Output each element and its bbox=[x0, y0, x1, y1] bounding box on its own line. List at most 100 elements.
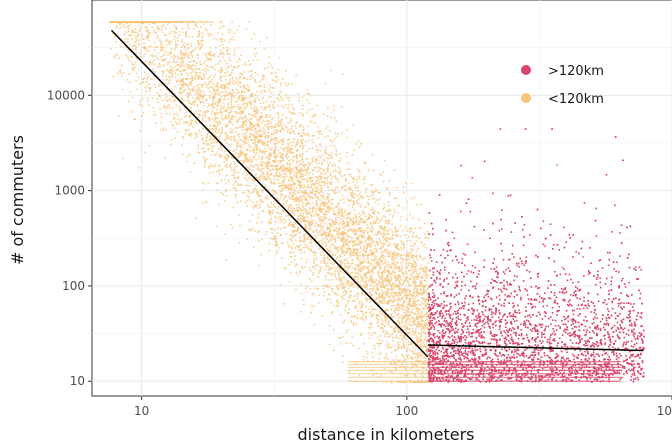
point-under-120km bbox=[161, 46, 164, 49]
point-under-120km bbox=[317, 176, 319, 179]
point-under-120km bbox=[342, 233, 344, 236]
point-under-120km bbox=[426, 303, 429, 305]
point-under-120km bbox=[269, 114, 272, 117]
point-under-120km bbox=[211, 92, 213, 94]
point-under-120km bbox=[413, 331, 416, 334]
point-under-120km bbox=[219, 132, 222, 135]
point-under-120km bbox=[271, 194, 274, 196]
point-under-120km bbox=[249, 121, 251, 123]
point-under-120km bbox=[311, 161, 313, 164]
point-under-120km bbox=[407, 357, 409, 359]
point-under-120km bbox=[181, 136, 184, 138]
point-under-120km bbox=[202, 73, 205, 75]
point-under-120km bbox=[306, 89, 309, 91]
point-under-120km bbox=[231, 21, 233, 23]
point-under-120km bbox=[335, 284, 338, 286]
point-under-120km bbox=[360, 277, 363, 280]
point-under-120km bbox=[392, 297, 395, 300]
point-under-120km bbox=[390, 279, 392, 282]
point-under-120km bbox=[324, 205, 327, 207]
point-under-120km bbox=[219, 44, 221, 47]
point-under-120km bbox=[148, 145, 151, 147]
point-under-120km bbox=[312, 202, 315, 204]
point-under-120km bbox=[371, 191, 374, 193]
point-under-120km bbox=[366, 276, 368, 279]
point-under-120km bbox=[243, 169, 246, 171]
point-under-120km bbox=[353, 275, 356, 278]
point-under-120km bbox=[246, 179, 249, 182]
point-under-120km bbox=[210, 66, 213, 68]
point-under-120km bbox=[338, 207, 341, 210]
point-under-120km bbox=[195, 62, 198, 65]
point-under-120km bbox=[383, 228, 386, 230]
point-under-120km bbox=[421, 267, 423, 269]
point-under-120km bbox=[292, 141, 295, 144]
point-under-120km bbox=[223, 161, 226, 163]
point-under-120km bbox=[187, 54, 189, 56]
point-under-120km bbox=[262, 210, 265, 213]
point-under-120km bbox=[259, 177, 262, 180]
point-under-120km bbox=[307, 180, 309, 183]
point-under-120km bbox=[427, 314, 430, 316]
point-under-120km bbox=[361, 303, 363, 306]
point-under-120km bbox=[383, 204, 385, 206]
point-under-120km bbox=[323, 291, 326, 293]
point-under-120km bbox=[380, 232, 382, 235]
point-under-120km bbox=[221, 132, 223, 134]
point-under-120km bbox=[378, 198, 381, 200]
point-under-120km bbox=[321, 239, 323, 241]
point-under-120km bbox=[370, 258, 372, 261]
point-under-120km bbox=[312, 230, 315, 233]
point-under-120km bbox=[264, 151, 266, 153]
point-under-120km bbox=[289, 252, 292, 254]
point-under-120km bbox=[391, 381, 393, 383]
point-under-120km bbox=[423, 266, 426, 268]
point-under-120km bbox=[387, 266, 389, 268]
point-under-120km bbox=[142, 112, 145, 114]
point-under-120km bbox=[326, 152, 328, 155]
point-under-120km bbox=[253, 152, 256, 154]
point-under-120km bbox=[343, 189, 346, 192]
point-under-120km bbox=[343, 272, 345, 275]
point-under-120km bbox=[196, 26, 199, 29]
point-under-120km bbox=[268, 104, 270, 107]
point-under-120km bbox=[400, 279, 403, 281]
point-under-120km bbox=[160, 46, 162, 48]
point-under-120km bbox=[218, 165, 220, 167]
point-under-120km bbox=[364, 298, 367, 300]
point-under-120km bbox=[217, 128, 220, 131]
point-under-120km bbox=[329, 174, 332, 177]
point-under-120km bbox=[259, 80, 261, 83]
point-under-120km bbox=[411, 263, 414, 266]
point-under-120km bbox=[274, 165, 276, 168]
point-under-120km bbox=[427, 287, 430, 289]
point-under-120km bbox=[318, 169, 320, 172]
point-under-120km bbox=[365, 286, 368, 289]
point-under-120km bbox=[240, 146, 243, 149]
point-under-120km bbox=[225, 85, 228, 88]
point-under-120km bbox=[147, 34, 149, 37]
point-under-120km bbox=[305, 211, 308, 214]
point-under-120km bbox=[275, 97, 278, 99]
point-under-120km bbox=[195, 97, 198, 100]
point-under-120km bbox=[119, 26, 121, 29]
point-under-120km bbox=[261, 116, 263, 118]
point-under-120km bbox=[148, 83, 151, 86]
point-under-120km bbox=[277, 117, 280, 119]
point-under-120km bbox=[228, 56, 230, 59]
point-under-120km bbox=[385, 275, 388, 277]
point-under-120km bbox=[285, 153, 288, 156]
point-under-120km bbox=[345, 252, 347, 254]
point-under-120km bbox=[318, 178, 320, 181]
point-under-120km bbox=[283, 166, 285, 169]
point-under-120km bbox=[272, 193, 275, 195]
point-under-120km bbox=[314, 113, 317, 116]
point-under-120km bbox=[399, 304, 402, 307]
point-under-120km bbox=[384, 269, 387, 271]
point-under-120km bbox=[208, 35, 210, 37]
point-under-120km bbox=[415, 328, 417, 331]
point-under-120km bbox=[373, 255, 376, 257]
point-under-120km bbox=[327, 233, 330, 235]
point-under-120km bbox=[341, 175, 344, 178]
point-under-120km bbox=[332, 288, 334, 290]
